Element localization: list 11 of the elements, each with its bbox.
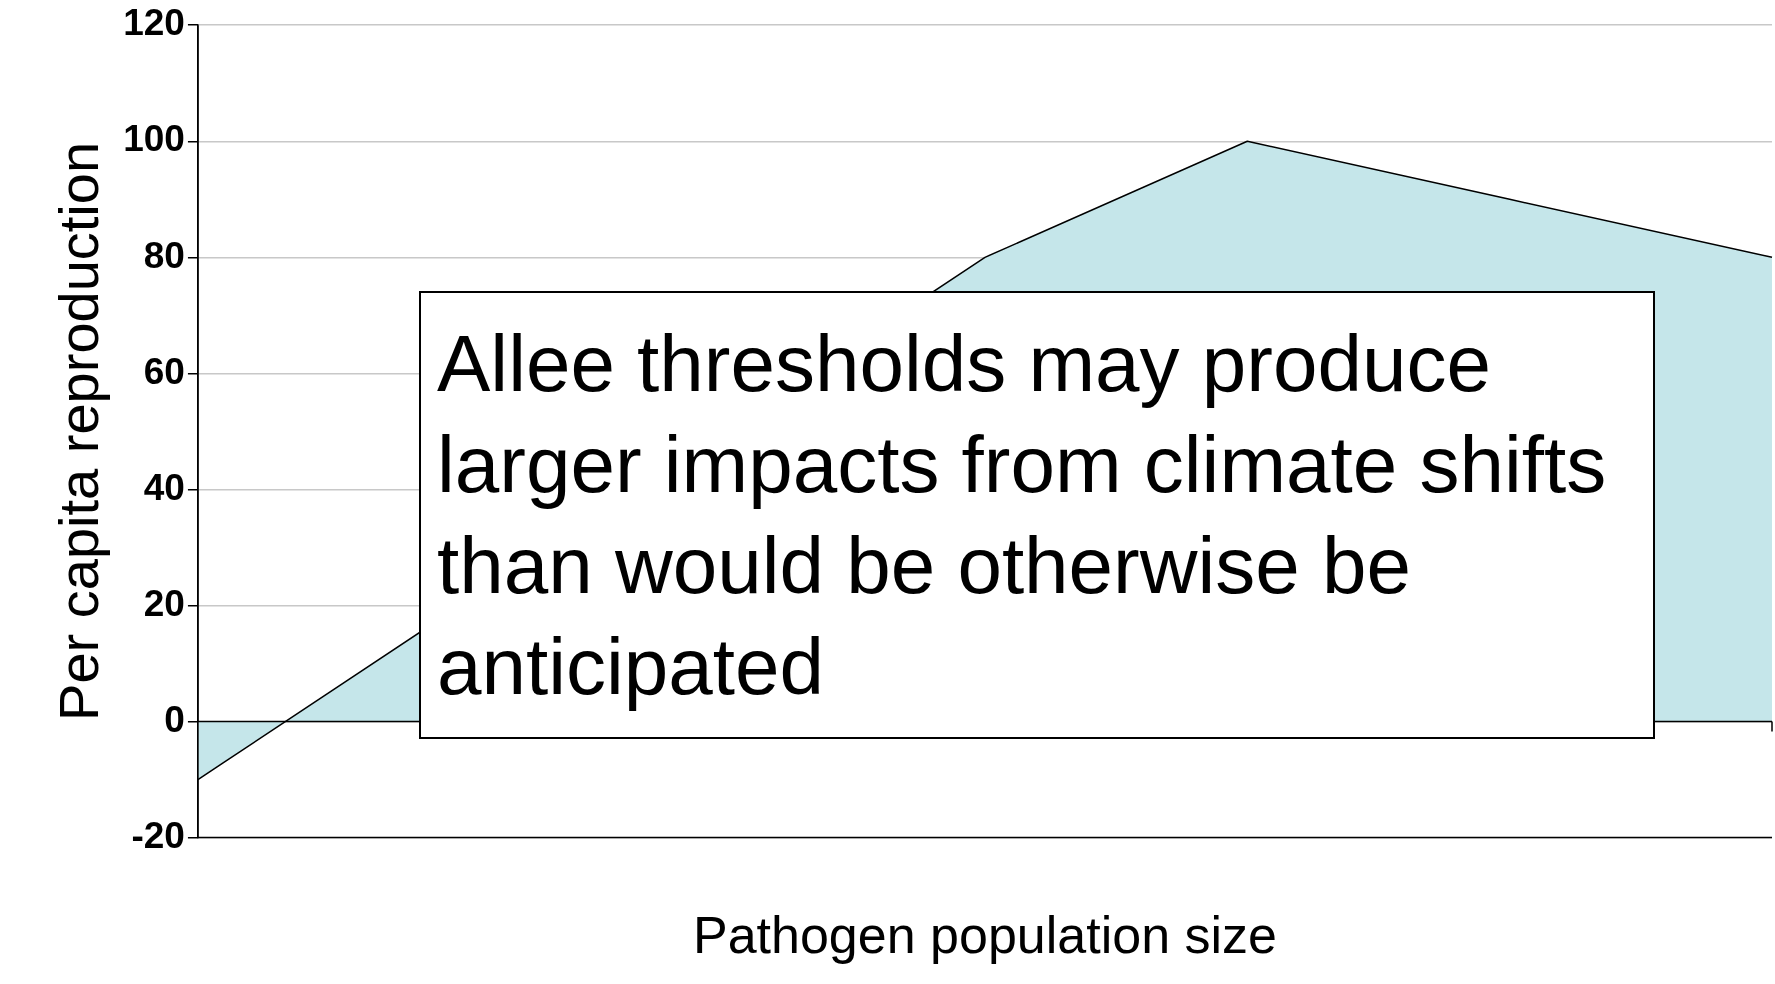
y-tick-label: 80 bbox=[143, 234, 185, 276]
y-tick-label: -20 bbox=[131, 814, 185, 856]
y-tick-label: 40 bbox=[143, 466, 185, 508]
y-tick-label: 0 bbox=[164, 698, 185, 740]
y-tick-label: 120 bbox=[123, 2, 185, 44]
annotation: Allee thresholds may produce larger impacts from climate shifts than would be otherwise be anticipated bbox=[419, 291, 1655, 739]
y-tick-label: 20 bbox=[143, 582, 185, 624]
y-tick-label: 100 bbox=[123, 118, 185, 160]
y-tick-label: 60 bbox=[143, 350, 185, 392]
x-axis-title: Pathogen population size bbox=[692, 906, 1277, 965]
y-axis-title: Per capita reproduction bbox=[47, 141, 111, 721]
